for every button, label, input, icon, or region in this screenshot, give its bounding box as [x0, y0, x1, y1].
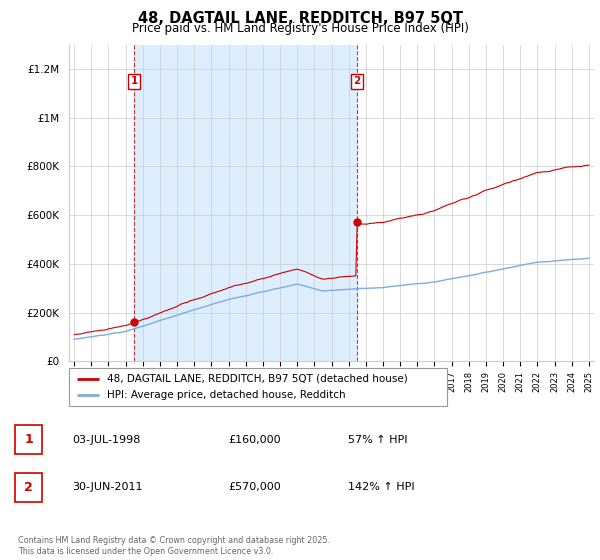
Text: 1: 1: [24, 433, 33, 446]
Text: 142% ↑ HPI: 142% ↑ HPI: [348, 482, 415, 492]
Bar: [134, 45, 357, 361]
Text: £570,000: £570,000: [228, 482, 281, 492]
Text: 57% ↑ HPI: 57% ↑ HPI: [348, 435, 407, 445]
Text: Contains HM Land Registry data © Crown copyright and database right 2025.
This d: Contains HM Land Registry data © Crown c…: [18, 536, 330, 556]
Text: HPI: Average price, detached house, Redditch: HPI: Average price, detached house, Redd…: [107, 390, 346, 400]
Text: 48, DAGTAIL LANE, REDDITCH, B97 5QT: 48, DAGTAIL LANE, REDDITCH, B97 5QT: [137, 11, 463, 26]
Text: 2: 2: [353, 76, 361, 86]
Text: 30-JUN-2011: 30-JUN-2011: [72, 482, 143, 492]
Text: 48, DAGTAIL LANE, REDDITCH, B97 5QT (detached house): 48, DAGTAIL LANE, REDDITCH, B97 5QT (det…: [107, 374, 407, 384]
Text: Price paid vs. HM Land Registry's House Price Index (HPI): Price paid vs. HM Land Registry's House …: [131, 22, 469, 35]
Text: 1: 1: [131, 76, 138, 86]
Text: £160,000: £160,000: [228, 435, 281, 445]
Text: 03-JUL-1998: 03-JUL-1998: [72, 435, 140, 445]
Text: 2: 2: [24, 480, 33, 494]
